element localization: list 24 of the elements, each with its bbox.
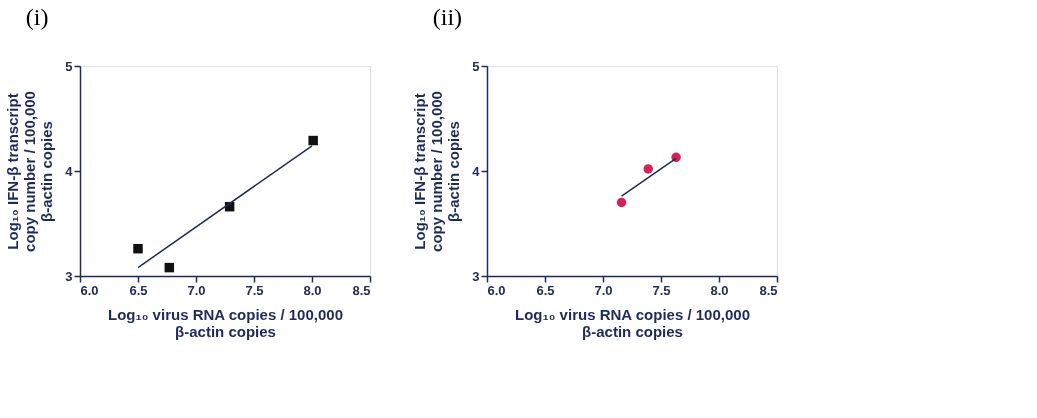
x-tick-label: 7.5 xyxy=(245,282,264,298)
x-tick-label: 6.0 xyxy=(80,282,99,298)
chart-title: (ii) xyxy=(432,4,463,30)
x-axis-title: Log₁₀ virus RNA copies / 100,000 β-actin copies xyxy=(108,305,343,340)
x-tick-label: 7.5 xyxy=(652,282,671,298)
x-tick-label: 8.0 xyxy=(303,282,322,298)
y-tick-label: 4 xyxy=(65,163,74,179)
x-tick-label: 7.0 xyxy=(594,282,613,298)
x-tick-label: 7.0 xyxy=(187,282,206,298)
x-tick-label: 6.5 xyxy=(536,282,555,298)
y-tick-label: 4 xyxy=(472,163,481,179)
y-tick-label: 3 xyxy=(65,268,73,284)
x-axis-title: Log₁₀ virus RNA copies / 100,000 β-actin copies xyxy=(515,305,750,340)
x-tick-label: 8.0 xyxy=(710,282,729,298)
x-tick-label: 8.5 xyxy=(759,282,778,298)
chart-title: (i) xyxy=(25,4,49,30)
x-tick-label: 6.0 xyxy=(487,282,506,298)
y-axis-title: Log₁₀ IFN-β transcript copy number / 100,000 β-actin copies xyxy=(4,91,56,252)
y-axis-title: Log₁₀ IFN-β transcript copy number / 100,000 β-actin copies xyxy=(411,91,463,252)
y-tick-label: 5 xyxy=(472,58,480,74)
x-tick-label: 8.5 xyxy=(352,282,371,298)
y-tick-label: 3 xyxy=(472,268,480,284)
x-tick-label: 6.5 xyxy=(129,282,148,298)
y-tick-label: 5 xyxy=(65,58,73,74)
